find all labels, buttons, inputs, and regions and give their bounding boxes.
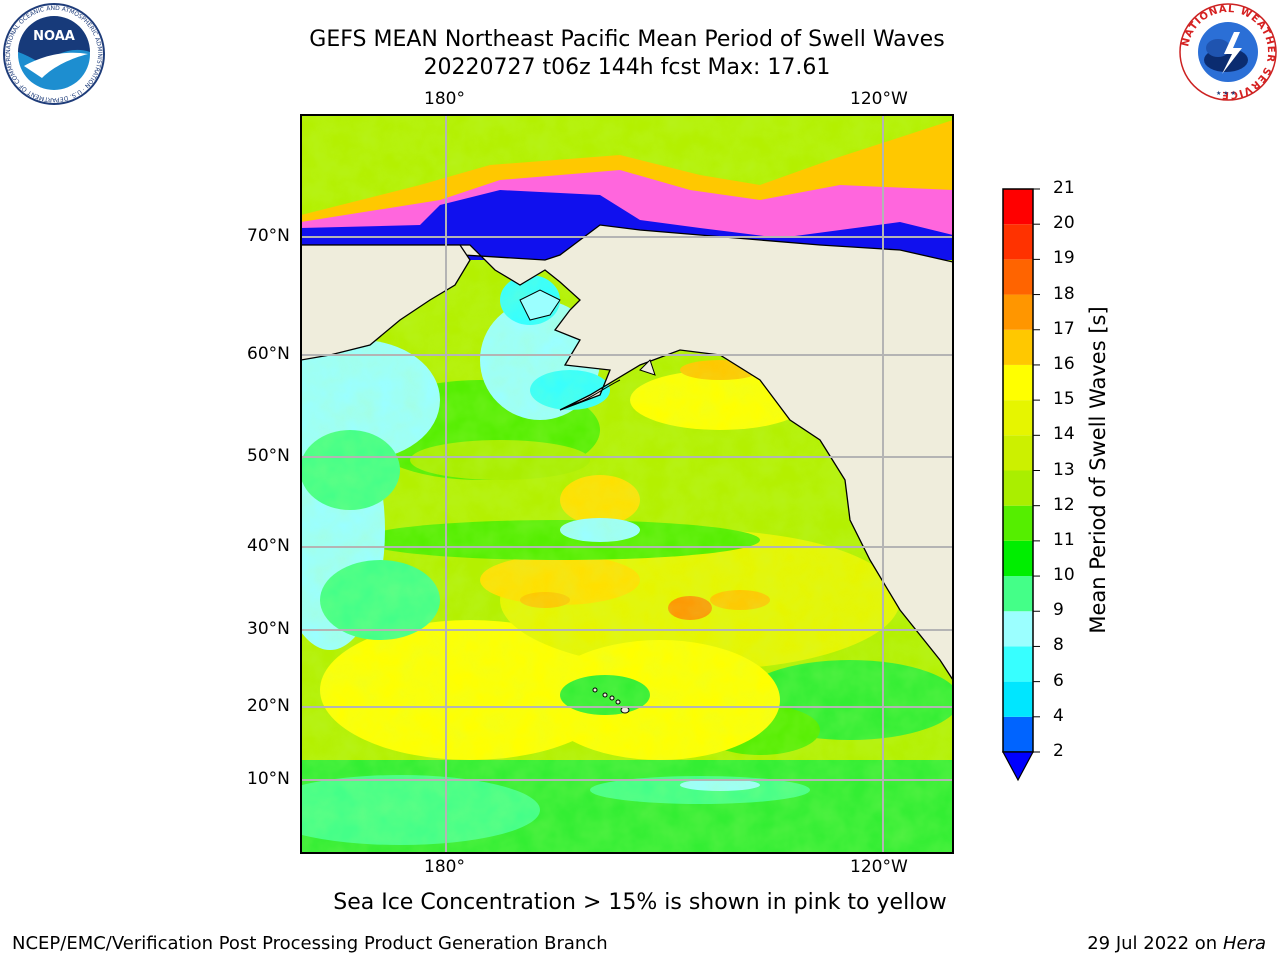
top-tick-180: 180° [424,89,465,109]
map-frame [300,114,954,854]
colorbar-tick-label: 18 [1053,283,1075,304]
bottom-tick-120w: 120°W [850,857,908,877]
colorbar-tick-label: 10 [1053,565,1075,586]
lat-tick-40n: 40°N [247,536,290,556]
colorbar-tick-label: 14 [1053,424,1075,445]
map-gridlines [301,115,953,853]
colorbar-box [1003,435,1033,471]
noaa-logo-text: NOAA [33,29,75,44]
colorbar-tick-label: 9 [1053,600,1064,621]
lat-tick-20n: 20°N [247,696,290,716]
colorbar-tick-label: 11 [1053,529,1075,550]
colorbar-box [1003,294,1033,330]
colorbar-tick-label: 16 [1053,353,1075,374]
top-tick-120w: 120°W [850,89,908,109]
siberia-land [301,244,471,361]
nws-logo: NATIONAL WEATHER SERVICE ★ ★ ★ [1179,3,1277,101]
map-title: GEFS MEAN Northeast Pacific Mean Period … [309,27,945,52]
colorbar-tick-label: 19 [1053,248,1075,269]
colorbar-box [1003,259,1033,295]
lat-tick-50n: 50°N [247,446,290,466]
colorbar-tick-label: 4 [1053,705,1064,726]
svg-text:★ ★ ★: ★ ★ ★ [1216,90,1236,97]
footer-date-text: 29 Jul 2022 on [1087,933,1223,954]
colorbar-tick-label: 21 [1053,178,1075,198]
colorbar-tick-label: 17 [1053,318,1075,339]
colorbar-tick-label: 15 [1053,389,1075,410]
map-subtitle: 20220727 t06z 144h fcst Max: 17.61 [423,55,831,80]
north-america-land [301,224,953,682]
colorbar-tick-label: 2 [1053,741,1064,761]
colorbar-box [1003,364,1033,401]
lat-tick-30n: 30°N [247,619,290,639]
footer-credit: NCEP/EMC/Verification Post Processing Pr… [12,933,608,954]
colorbar-box [1003,646,1033,682]
noaa-logo: NATIONAL OCEANIC AND ATMOSPHERIC ADMINIS… [2,2,105,105]
colorbar-title: Mean Period of Swell Waves [s] [1086,306,1110,634]
colorbar-box [1003,329,1033,365]
colorbar-box [1003,400,1033,436]
colorbar [1001,188,1040,782]
colorbar-box [1003,576,1033,612]
colorbar-box [1003,716,1033,752]
colorbar-tick-label: 13 [1053,459,1075,480]
footer-host: Hera [1222,933,1266,954]
lat-tick-60n: 60°N [247,344,290,364]
colorbar-box [1003,505,1033,541]
colorbar-box [1003,540,1033,577]
colorbar-box [1003,681,1033,717]
colorbar-tick-label: 12 [1053,494,1075,515]
colorbar-tick-label: 8 [1053,635,1064,656]
lat-tick-10n: 10°N [247,769,290,789]
colorbar-box [1003,611,1033,647]
bottom-tick-180: 180° [424,857,465,877]
lat-tick-70n: 70°N [247,226,290,246]
colorbar-box [1003,189,1033,225]
map-field [301,115,953,853]
colorbar-box [1003,224,1033,260]
colorbar-box [1003,470,1033,506]
footer-date: 29 Jul 2022 on Hera [1087,933,1266,954]
colorbar-under-arrow [1001,751,1035,782]
colorbar-tick-label: 20 [1053,213,1075,234]
sea-ice-note: Sea Ice Concentration > 15% is shown in … [333,890,947,915]
hawaii-islands [592,687,630,714]
colorbar-tick-label: 6 [1053,670,1064,691]
